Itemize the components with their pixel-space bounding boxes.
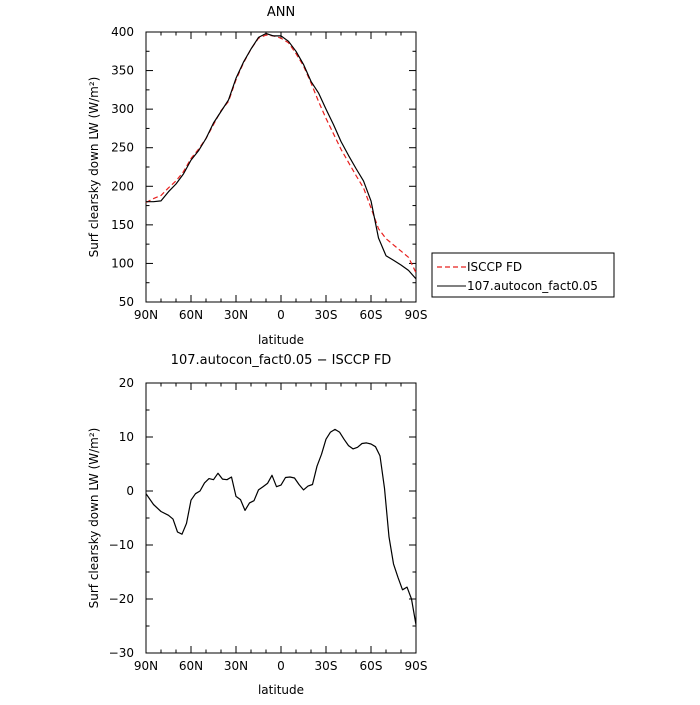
y-tick-label: 0	[126, 484, 134, 498]
bottom-plot-area	[145, 382, 417, 654]
y-tick-label: −10	[109, 538, 134, 552]
series-line-107-autocon-fact0-05	[146, 32, 417, 280]
legend-box	[431, 252, 615, 298]
y-tick-label: 150	[111, 218, 134, 232]
x-tick-label: 0	[277, 308, 285, 322]
bottom-series-lines	[145, 428, 417, 626]
x-tick-label: 90N	[134, 308, 158, 322]
x-tick-label: 30N	[224, 659, 248, 673]
bottom-y-axis-label: Surf clearsky down LW (W/m²)	[87, 428, 101, 609]
x-tick-label: 90N	[134, 659, 158, 673]
legend: ISCCP FD 107.autocon_fact0.05	[431, 252, 615, 298]
x-tick-label: 60N	[179, 659, 203, 673]
bottom-chart-title: 107.autocon_fact0.05 − ISCCP FD	[171, 353, 392, 368]
top-x-tick-labels: 90N 60N 30N 0 30S 60S 90S	[134, 308, 428, 322]
bottom-panel: 107.autocon_fact0.05 − ISCCP FD 90N 60N 30…	[87, 353, 427, 697]
y-tick-label: 50	[119, 295, 134, 309]
bottom-x-tick-labels: 90N 60N 30N 0 30S 60S 90S	[134, 659, 428, 673]
top-chart-title: ANN	[267, 5, 295, 20]
y-tick-label: 400	[111, 25, 134, 39]
y-tick-label: −20	[109, 592, 134, 606]
y-tick-label: 20	[119, 376, 134, 390]
x-tick-label: 90S	[405, 308, 428, 322]
x-tick-label: 60N	[179, 308, 203, 322]
bottom-axis-ticks	[145, 382, 417, 654]
x-tick-label: 60S	[360, 308, 383, 322]
top-plot-area	[145, 31, 417, 303]
x-tick-label: 0	[277, 659, 285, 673]
x-tick-label: 90S	[405, 659, 428, 673]
bottom-x-axis-label: latitude	[258, 683, 304, 697]
top-y-tick-labels: 50 100 150 200 250 300 350 400	[111, 25, 134, 309]
y-tick-label: 10	[119, 430, 134, 444]
series-line-isccp-fd	[145, 34, 417, 273]
top-plot-frame	[145, 31, 417, 303]
top-series-lines	[145, 32, 417, 280]
legend-label-isccp: ISCCP FD	[467, 260, 522, 274]
x-tick-label: 30S	[315, 659, 338, 673]
bottom-plot-frame	[145, 382, 417, 654]
y-tick-label: 100	[111, 256, 134, 270]
x-tick-label: 60S	[360, 659, 383, 673]
top-y-axis-label: Surf clearsky down LW (W/m²)	[87, 77, 101, 258]
bottom-y-tick-labels: −30 −20 −10 0 10 20	[109, 376, 134, 660]
top-panel: ANN 90N 60N 30N 0 30S 60S 90S 50 100 150 200 250 30…	[87, 5, 615, 347]
top-x-axis-label: latitude	[258, 333, 304, 347]
y-tick-label: 300	[111, 102, 134, 116]
y-tick-label: 250	[111, 141, 134, 155]
x-tick-label: 30S	[315, 308, 338, 322]
y-tick-label: 200	[111, 179, 134, 193]
legend-label-model: 107.autocon_fact0.05	[467, 279, 598, 293]
x-tick-label: 30N	[224, 308, 248, 322]
top-axis-ticks	[145, 31, 417, 303]
y-tick-label: 350	[111, 64, 134, 78]
series-line-difference	[145, 428, 417, 626]
y-tick-label: −30	[109, 646, 134, 660]
